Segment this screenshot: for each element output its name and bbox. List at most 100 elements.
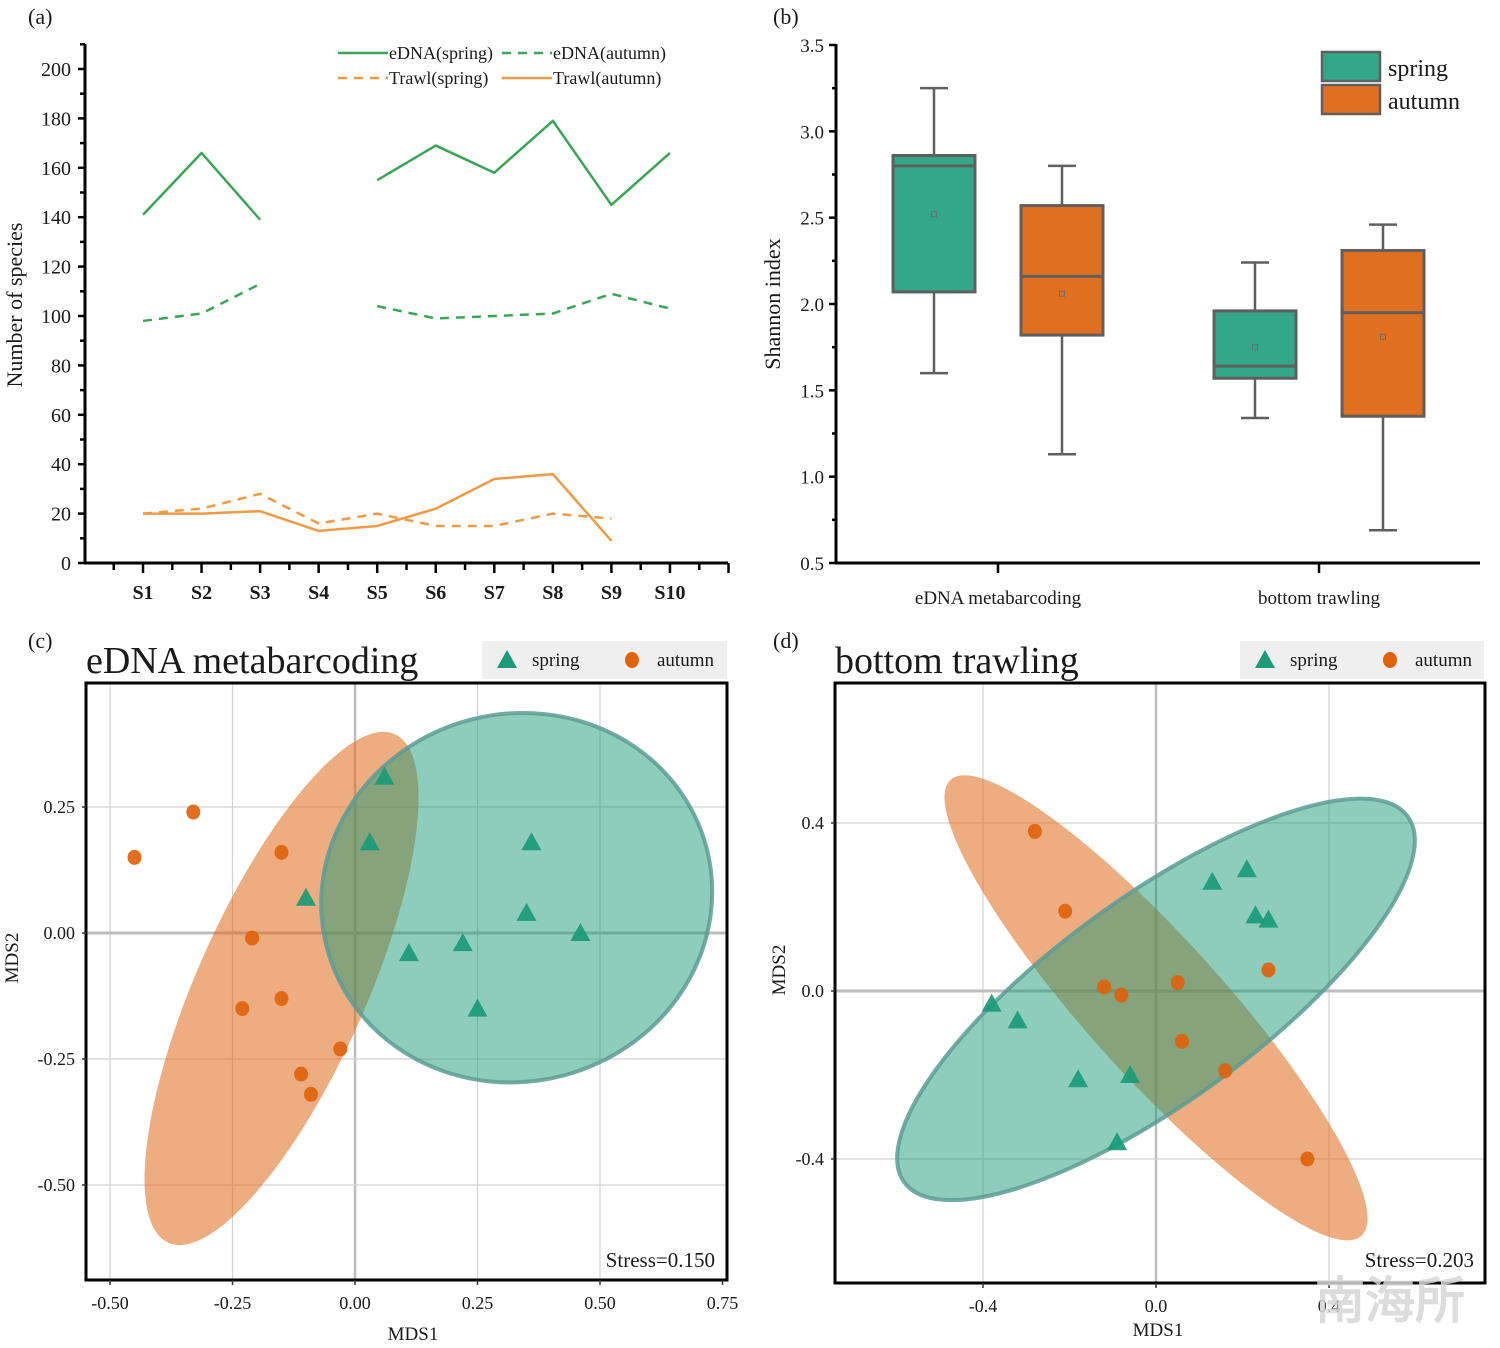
panel-c-ellipses bbox=[144, 710, 715, 1246]
point-spring bbox=[516, 902, 537, 921]
panel-a-y-tick-label: 200 bbox=[41, 59, 71, 81]
point-autumn bbox=[186, 804, 201, 820]
panel-c-nmds-scatter: eDNA metabarcoding -0.50 -0.25 0.00 0.25 0.5… bbox=[2, 640, 739, 1345]
plot-frame bbox=[833, 681, 1487, 1285]
panel-d-axes: -0.4 0.0 0.4 -0.4 0.0 0.4 bbox=[796, 681, 1487, 1316]
panel-a-x-tick-label: S3 bbox=[250, 582, 271, 604]
point-spring bbox=[398, 943, 419, 962]
y-tick-label: -0.50 bbox=[38, 1175, 76, 1195]
box-iqr bbox=[1019, 204, 1105, 337]
panel-c-title: eDNA metabarcoding bbox=[86, 640, 418, 682]
point-spring bbox=[1107, 1132, 1128, 1151]
panel-b-y-tick-label: 3.0 bbox=[800, 122, 824, 143]
box-iqr bbox=[1340, 248, 1426, 418]
y-tick-label: -0.4 bbox=[796, 1149, 825, 1169]
x-tick-label: 0.75 bbox=[707, 1293, 739, 1313]
y-tick-label: 0.0 bbox=[802, 981, 825, 1001]
panel-d-legend: spring autumn bbox=[1240, 641, 1484, 679]
panel-b-y-tick-label: 1.0 bbox=[800, 468, 824, 489]
legend-label-autumn: autumn bbox=[1388, 89, 1460, 115]
panel-b-x-tick-label: eDNA metabarcoding bbox=[915, 588, 1082, 609]
panel-a-x-tick-label: S7 bbox=[484, 582, 505, 604]
box-mean-marker bbox=[1059, 290, 1065, 297]
legend-marker-circle-icon bbox=[1383, 652, 1397, 668]
legend-label: Trawl(spring) bbox=[389, 68, 488, 89]
point-spring bbox=[1202, 871, 1223, 890]
panel-b-y-tick-label: 3.5 bbox=[800, 36, 824, 57]
panel-label-c: (c) bbox=[28, 628, 52, 653]
panel-a-y-tick-label: 100 bbox=[41, 306, 71, 328]
watermark: 南海所 bbox=[1315, 1273, 1465, 1329]
panel-b-y-tick-label: 0.5 bbox=[800, 554, 824, 575]
point-spring bbox=[570, 923, 591, 941]
x-tick-label: 0.4 bbox=[1318, 1296, 1341, 1316]
point-spring bbox=[452, 933, 473, 952]
point-spring bbox=[1258, 909, 1279, 928]
legend-swatch-autumn bbox=[1320, 83, 1382, 116]
panel-c-points bbox=[127, 766, 591, 1102]
legend-label-spring: spring bbox=[532, 650, 580, 671]
panel-a-x-tick-label: S8 bbox=[542, 582, 563, 604]
point-spring bbox=[467, 998, 488, 1017]
panel-a-y-tick-label: 140 bbox=[41, 207, 71, 229]
legend-background bbox=[1240, 641, 1484, 679]
point-spring bbox=[296, 887, 316, 906]
point-autumn bbox=[1027, 823, 1042, 839]
panel-a-x-tick-label: S1 bbox=[132, 582, 153, 604]
x-tick-label: -0.4 bbox=[969, 1296, 998, 1316]
series-line-edna-autumn bbox=[142, 282, 261, 323]
panel-a-axes: 0 20 40 60 80 100 120 140 160 180 200 S1 S2 S3 S4 S5 S6 S… bbox=[41, 43, 730, 604]
point-autumn bbox=[294, 1066, 309, 1082]
panel-a-y-tick-label: 160 bbox=[41, 158, 71, 180]
box-iqr bbox=[891, 154, 977, 294]
y-tick-label: 0.25 bbox=[44, 797, 76, 817]
legend-marker-triangle-icon bbox=[497, 650, 517, 668]
point-autumn bbox=[1097, 979, 1112, 995]
panel-d-stress-annotation: Stress=0.203 bbox=[1365, 1248, 1474, 1272]
panel-d-x-axis-label: MDS1 bbox=[1133, 1320, 1184, 1341]
point-spring bbox=[359, 832, 380, 851]
panel-c-legend: spring autumn bbox=[482, 641, 727, 679]
x-tick-label: 0.50 bbox=[584, 1293, 616, 1313]
point-spring bbox=[521, 832, 542, 851]
point-autumn bbox=[1170, 975, 1185, 991]
panel-b-axes: 0.5 1.0 1.5 2.0 2.5 3.0 3.5 eDNA metabarcoding b… bbox=[800, 36, 1480, 609]
y-tick-label: -0.25 bbox=[38, 1049, 76, 1069]
series-line-edna-spring bbox=[142, 151, 262, 221]
panel-c-y-axis-label: MDS2 bbox=[2, 933, 23, 984]
panel-label-b: (b) bbox=[773, 4, 799, 29]
panel-d-nmds-scatter: bottom trawling -0.4 0.0 0.4 -0.4 0.0 0.4 spr… bbox=[769, 640, 1487, 1341]
panel-a-y-tick-label: 0 bbox=[61, 553, 71, 575]
panel-b-boxes bbox=[891, 86, 1426, 532]
box-mean-marker bbox=[931, 211, 937, 218]
panel-a-y-axis-label: Number of species bbox=[2, 223, 27, 388]
point-spring bbox=[1007, 1010, 1028, 1029]
y-tick-label: 0.4 bbox=[802, 813, 825, 833]
legend-label: eDNA(spring) bbox=[389, 43, 493, 64]
series-line-trawl-autumn bbox=[143, 472, 613, 542]
point-spring bbox=[1236, 859, 1257, 878]
panel-a-x-tick-label: S10 bbox=[654, 582, 685, 604]
legend-label: eDNA(autumn) bbox=[553, 43, 666, 64]
box-mean-marker bbox=[1252, 344, 1258, 351]
y-tick-label: 0.00 bbox=[44, 923, 76, 943]
panel-b-x-tick-label: bottom trawling bbox=[1258, 588, 1380, 609]
legend-swatch-spring bbox=[1320, 50, 1382, 83]
point-spring bbox=[1068, 1069, 1089, 1088]
box-autumn-trawl bbox=[1340, 223, 1426, 532]
point-autumn bbox=[235, 1001, 250, 1017]
point-autumn bbox=[274, 991, 289, 1007]
panel-d-title: bottom trawling bbox=[835, 640, 1079, 682]
legend-label-spring: spring bbox=[1290, 650, 1338, 671]
panel-label-d: (d) bbox=[773, 628, 799, 653]
series-line-edna-spring bbox=[376, 119, 671, 207]
point-autumn bbox=[333, 1041, 348, 1057]
point-spring bbox=[981, 993, 1002, 1012]
panel-a-y-tick-label: 80 bbox=[51, 355, 71, 377]
panel-c-x-axis-label: MDS1 bbox=[388, 1324, 439, 1345]
point-autumn bbox=[127, 849, 142, 865]
point-spring bbox=[374, 766, 395, 785]
point-autumn bbox=[303, 1086, 318, 1102]
point-spring bbox=[1245, 905, 1266, 924]
legend-label-spring: spring bbox=[1388, 56, 1448, 82]
